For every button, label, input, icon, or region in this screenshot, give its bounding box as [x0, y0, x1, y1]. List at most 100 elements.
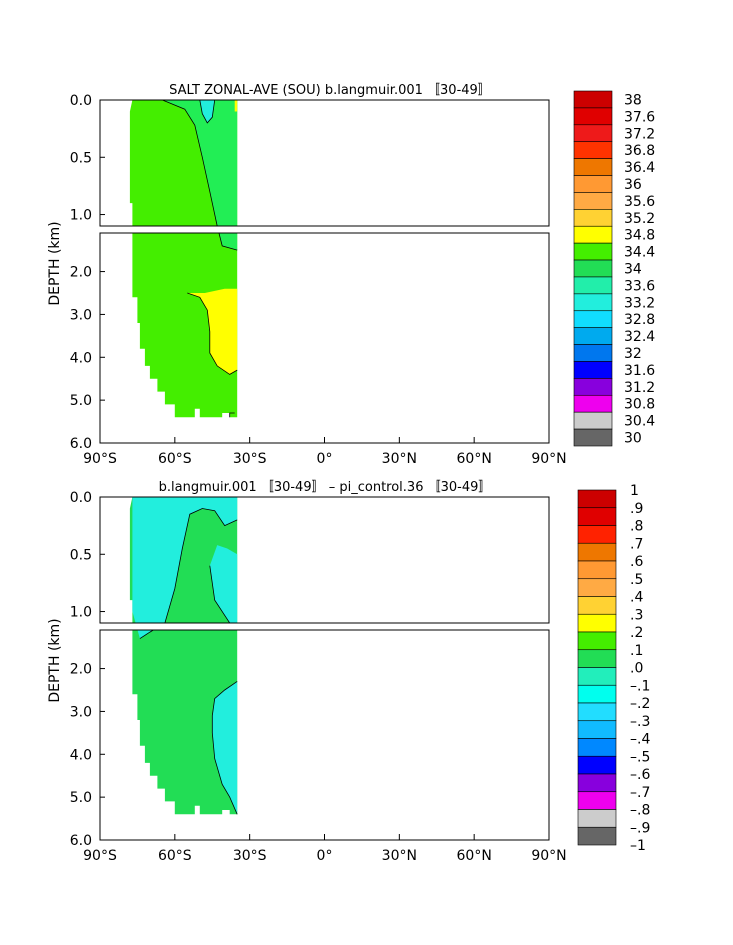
- legend-swatch: [577, 755, 617, 775]
- legend-label: 1: [630, 483, 639, 499]
- y-tick-label: 1.0: [70, 208, 92, 224]
- y-tick-label: 0.5: [70, 547, 92, 563]
- upper-frame: [99, 99, 550, 227]
- legend-label: –.1: [630, 678, 650, 694]
- legend-label: –.2: [630, 696, 650, 712]
- legend-label: .0: [630, 661, 643, 677]
- y-tick-label: 3.0: [70, 307, 92, 323]
- legend-swatch: [577, 649, 617, 668]
- legend-swatch: [577, 596, 617, 615]
- legend-swatch: [577, 702, 617, 722]
- contour-0.0-deep: [211, 681, 238, 815]
- legend-swatch: [577, 738, 617, 757]
- legend-label: .4: [630, 590, 643, 606]
- legend-swatch: [577, 507, 617, 526]
- panel-top: SALT ZONAL-AVE (SOU) b.langmuir.001 〚30-…: [47, 83, 655, 467]
- salt-region-34.8-35.2: [187, 288, 238, 375]
- legend-label: 32: [624, 346, 642, 362]
- y-tick-label: 3.0: [70, 704, 92, 720]
- legend-label: 30.8: [624, 397, 655, 413]
- legend-label: .7: [630, 536, 643, 552]
- x-tick-label: 90°N: [531, 451, 566, 467]
- legend-label: 38: [624, 92, 642, 108]
- legend-swatch: [577, 667, 617, 686]
- legend-swatch: [577, 720, 617, 739]
- legend-label: 37.6: [624, 109, 655, 125]
- y-axis-label: DEPTH (km): [47, 618, 63, 702]
- panel-bottom: b.langmuir.001 〚30-49〛 – pi_control.36 〚…: [47, 480, 650, 864]
- legend-swatch: [573, 141, 613, 159]
- legend-label: .8: [630, 519, 643, 535]
- upper-frame: [99, 496, 550, 624]
- contour-34.8: [187, 292, 238, 375]
- legend-swatch: [577, 613, 617, 633]
- legend-swatch: [577, 773, 617, 793]
- legend-swatch: [573, 411, 613, 430]
- legend-swatch: [577, 791, 617, 810]
- chart-title: b.langmuir.001 〚30-49〛 – pi_control.36 〚…: [159, 480, 492, 495]
- x-tick-label: 30°N: [382, 848, 417, 864]
- y-tick-label: 1.0: [70, 605, 92, 621]
- x-tick-label: 60°N: [457, 848, 492, 864]
- legend-label: .3: [630, 607, 643, 623]
- x-tick-label: 60°S: [158, 451, 192, 467]
- x-tick-label: 30°S: [233, 451, 267, 467]
- legend-swatch: [577, 631, 617, 651]
- contour-34.0: [199, 100, 216, 124]
- legend-label: 36: [624, 177, 642, 193]
- legend-label: 30: [624, 431, 642, 447]
- legend-swatch: [573, 428, 613, 447]
- legend-label: .2: [630, 625, 643, 641]
- legend-label: –.7: [630, 785, 650, 801]
- legend-swatch: [573, 192, 613, 210]
- y-tick-label: 6.0: [70, 833, 92, 849]
- x-tick-label: 60°S: [158, 848, 192, 864]
- legend-label: .6: [630, 554, 643, 570]
- legend-label: 32.4: [624, 329, 655, 345]
- salt-region-surface-yellow: [234, 100, 238, 112]
- legend-swatch: [577, 578, 617, 597]
- x-tick-label: 30°S: [233, 848, 267, 864]
- x-tick-label: 0°: [317, 451, 333, 467]
- legend-swatch: [573, 394, 613, 413]
- legend-label: 31.6: [624, 363, 655, 379]
- y-tick-label: 6.0: [70, 436, 92, 452]
- x-tick-label: 30°N: [382, 451, 417, 467]
- legend-label: 31.2: [624, 380, 655, 396]
- legend-label: 33.6: [624, 278, 655, 294]
- salt-region-34.0-34.4: [162, 100, 238, 251]
- salt-region-33.6-34.0: [199, 100, 215, 123]
- legend-label: 35.6: [624, 194, 655, 210]
- y-tick-label: 4.0: [70, 747, 92, 763]
- y-tick-label: 4.0: [70, 350, 92, 366]
- legend-swatch: [573, 242, 613, 261]
- legend-label: 36.8: [624, 143, 655, 159]
- legend-swatch: [577, 560, 617, 580]
- legend-label: –.9: [630, 820, 650, 836]
- legend-swatch: [573, 327, 613, 345]
- legend-label: –.5: [630, 749, 650, 765]
- diff-region-surface-negative: [132, 497, 238, 639]
- legend-swatch: [577, 684, 617, 704]
- legend-swatch: [573, 90, 613, 109]
- y-tick-label: 0.5: [70, 150, 92, 166]
- legend-swatch: [577, 542, 617, 562]
- legend-swatch: [573, 225, 613, 244]
- legend-swatch: [577, 826, 617, 846]
- legend-swatch: [577, 525, 617, 544]
- chart-title: SALT ZONAL-AVE (SOU) b.langmuir.001 〚30-…: [169, 83, 491, 98]
- x-tick-label: 90°S: [83, 451, 117, 467]
- contour-deep: [229, 412, 235, 418]
- legend-swatch: [573, 124, 613, 143]
- x-tick-label: 0°: [317, 848, 333, 864]
- legend-swatch: [573, 378, 613, 396]
- legend-swatch: [573, 293, 613, 312]
- legend-swatch: [577, 809, 617, 828]
- legend-label: 33.2: [624, 295, 655, 311]
- legend-label: 30.4: [624, 414, 655, 430]
- legend-swatch: [573, 259, 613, 278]
- legend-label: –.3: [630, 714, 650, 730]
- diff-region-deep-negative: [212, 681, 238, 815]
- y-axis-label: DEPTH (km): [47, 221, 63, 305]
